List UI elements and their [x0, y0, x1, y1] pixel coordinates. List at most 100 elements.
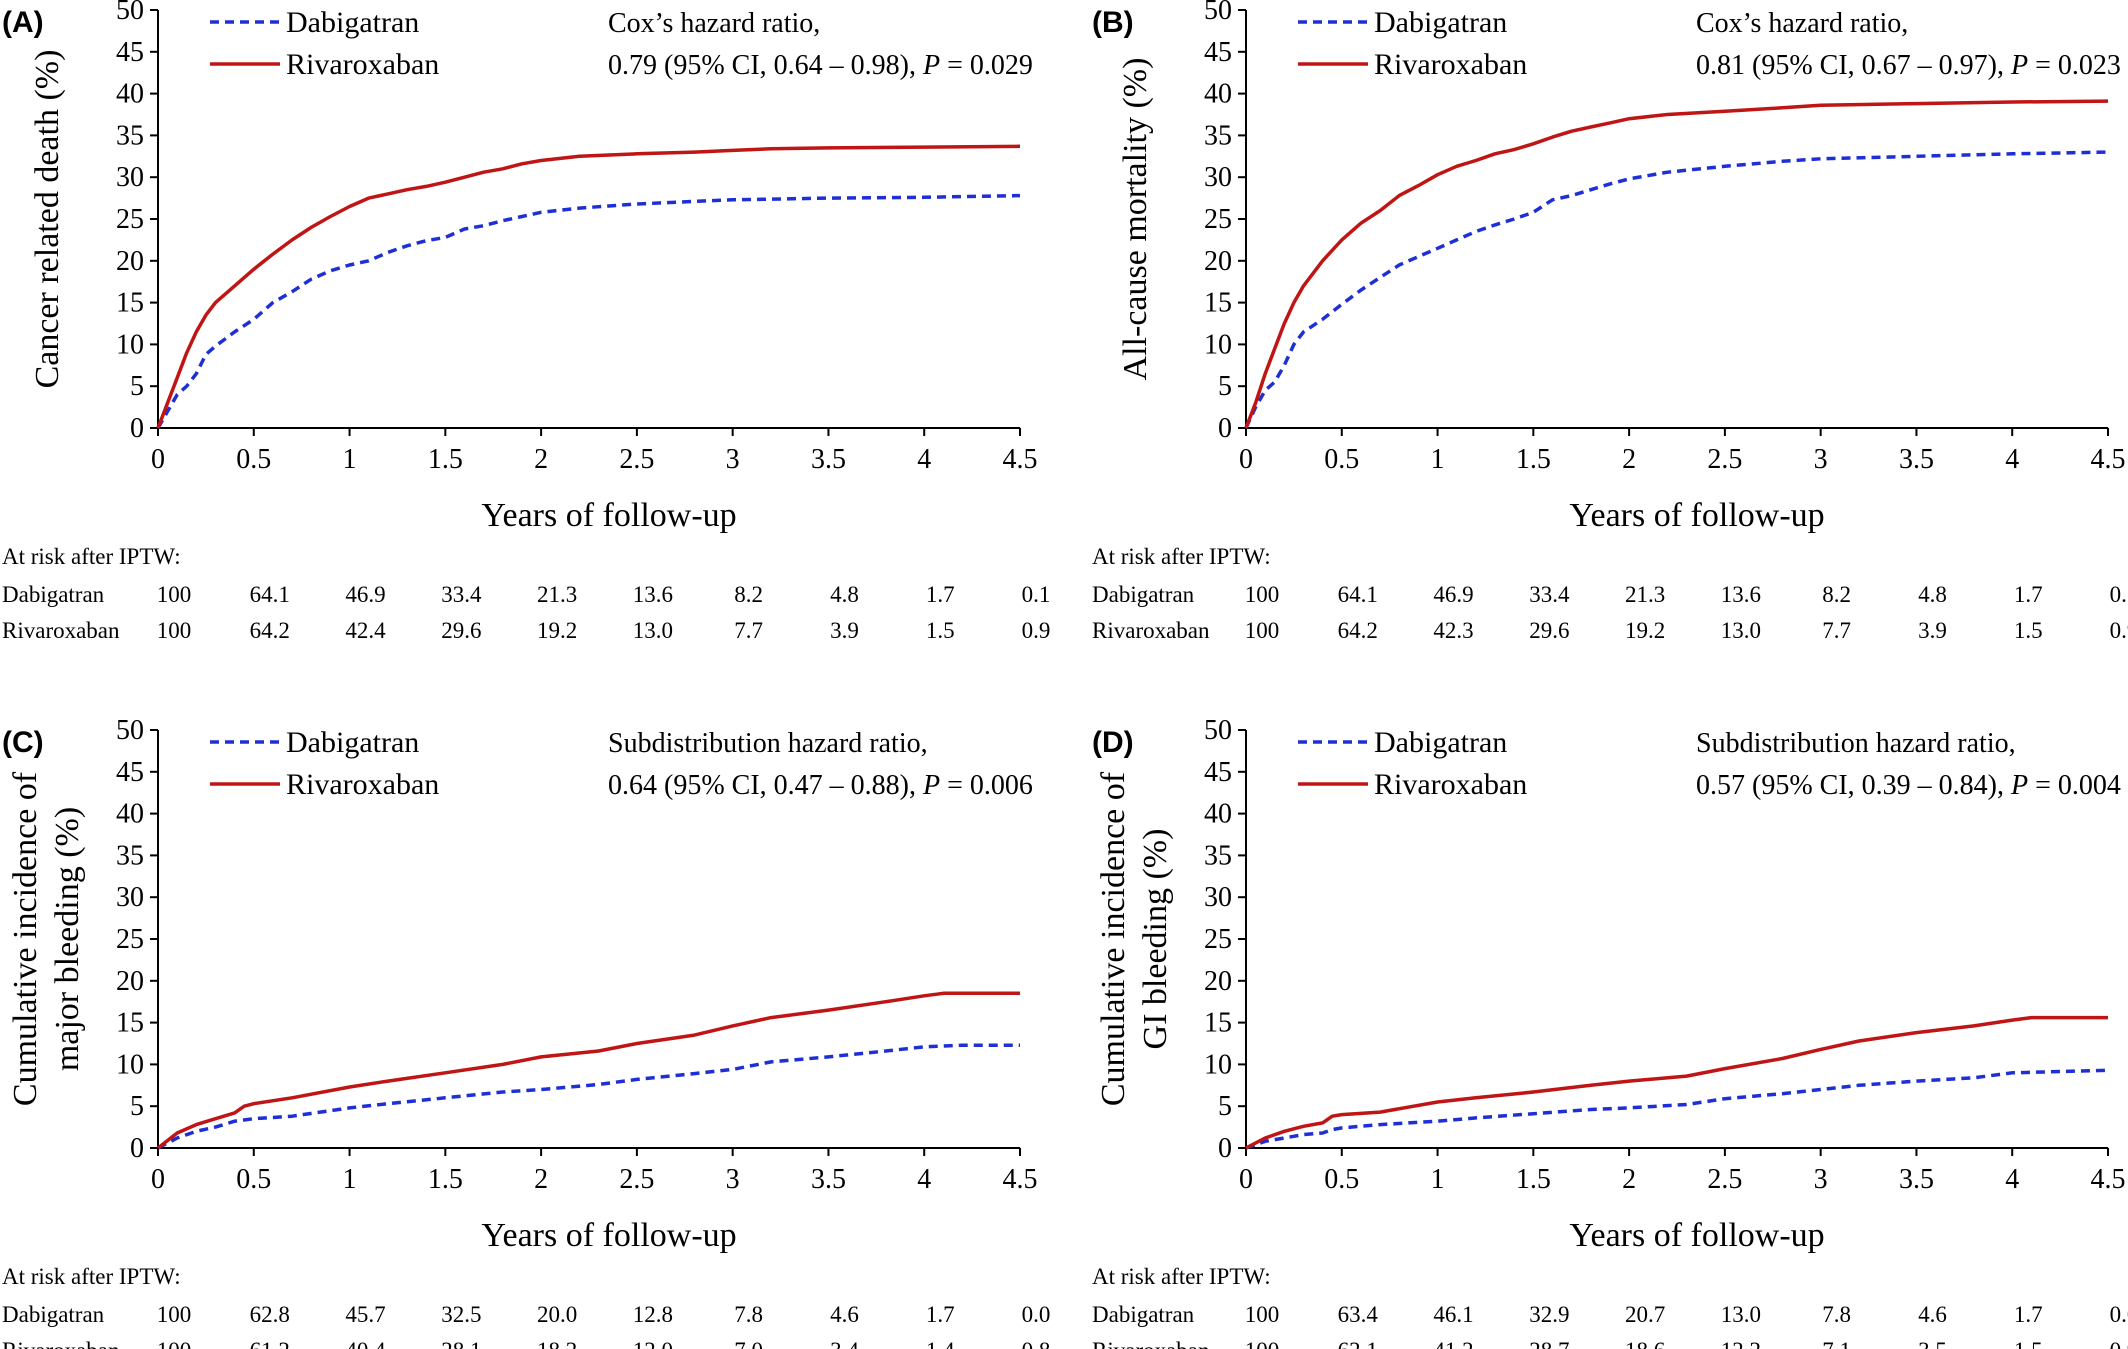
y-tick-label: 45 — [116, 37, 144, 68]
x-tick-label: 2.5 — [619, 444, 654, 475]
at-risk-value: 0.1 — [2110, 582, 2128, 607]
chart-panel-c: (C) 0 5 10 15 20 25 30 35 40 45 50 0 0.5 1 1.5 2 2.5 3 3.5 4… — [2, 715, 1050, 1349]
at-risk-value: 46.1 — [1433, 1302, 1473, 1327]
at-risk-value: 33.4 — [441, 582, 482, 607]
x-tick-label: 1.5 — [1516, 1164, 1551, 1195]
chart-panel-b: (B) 0 5 10 15 20 25 30 35 40 45 50 0 0.5 1 1.5 2 2.5 3 3.5 4… — [1092, 0, 2128, 643]
at-risk-value: 42.3 — [1433, 618, 1473, 643]
panel-letter: (D) — [1092, 726, 1134, 759]
at-risk-value: 32.5 — [441, 1302, 481, 1327]
x-tick-label: 0 — [1239, 1164, 1253, 1195]
y-tick-label: 15 — [116, 288, 144, 319]
legend-label: Rivaroxaban — [286, 48, 439, 81]
at-risk-row-label: Dabigatran — [2, 1302, 105, 1327]
x-tick-label: 3.5 — [1899, 1164, 1934, 1195]
at-risk-value: 13.0 — [633, 618, 673, 643]
x-tick-label: 0 — [1239, 444, 1253, 475]
stat-annotation: 0.79 (95% CI, 0.64 – 0.98), P = 0.029 — [608, 50, 1033, 81]
at-risk-value: 46.9 — [1433, 582, 1473, 607]
y-tick-label: 10 — [1204, 329, 1232, 360]
series-line-rivaroxaban — [1245, 1015, 2108, 1150]
at-risk-value: 0.0 — [2110, 1302, 2128, 1327]
y-tick-label: 5 — [130, 1091, 144, 1122]
at-risk-value: 29.6 — [1529, 618, 1569, 643]
at-risk-value: 100 — [157, 1302, 192, 1327]
y-tick-label: 45 — [1204, 757, 1232, 788]
y-tick-label: 50 — [116, 715, 144, 746]
y-tick-label: 15 — [116, 1008, 144, 1039]
at-risk-value: 13.0 — [1721, 1302, 1761, 1327]
at-risk-value: 64.1 — [250, 582, 290, 607]
y-tick-label: 25 — [1204, 204, 1232, 235]
at-risk-value: 0.9 — [2110, 1338, 2128, 1349]
x-tick-label: 2.5 — [1707, 1164, 1742, 1195]
x-tick-label: 4 — [2005, 444, 2019, 475]
y-tick-label: 50 — [116, 0, 144, 26]
y-tick-label: 50 — [1204, 715, 1232, 746]
at-risk-value: 1.7 — [2014, 582, 2043, 607]
at-risk-value: 100 — [157, 582, 192, 607]
at-risk-value: 61.2 — [250, 1338, 290, 1349]
x-axis-title: Years of follow-up — [1569, 497, 1824, 534]
at-risk-row-label: Rivaroxaban — [2, 1338, 120, 1349]
x-tick-label: 1 — [1431, 444, 1445, 475]
y-axis-title: Cumulative incidence of — [1095, 771, 1132, 1106]
at-risk-title: At risk after IPTW: — [2, 544, 181, 569]
y-tick-label: 35 — [1204, 840, 1232, 871]
at-risk-value: 3.5 — [1918, 1338, 1947, 1349]
x-tick-label: 0.5 — [1324, 1164, 1359, 1195]
at-risk-value: 100 — [1245, 618, 1280, 643]
x-tick-label: 4 — [2005, 1164, 2019, 1195]
at-risk-value: 4.6 — [830, 1302, 859, 1327]
chart-panel-d: (D) 0 5 10 15 20 25 30 35 40 45 50 0 0.5 1 1.5 2 2.5 3 3.5 4… — [1092, 715, 2128, 1349]
at-risk-value: 32.9 — [1529, 1302, 1569, 1327]
y-tick-label: 40 — [116, 799, 144, 830]
y-tick-label: 5 — [130, 371, 144, 402]
y-tick-label: 30 — [1204, 882, 1232, 913]
at-risk-value: 12.2 — [1721, 1338, 1761, 1349]
series-line-dabigatran — [156, 193, 1021, 429]
at-risk-value: 19.2 — [1625, 618, 1665, 643]
at-risk-value: 7.1 — [1822, 1338, 1851, 1349]
at-risk-value: 100 — [157, 618, 192, 643]
y-tick-label: 25 — [1204, 924, 1232, 955]
x-tick-label: 0 — [151, 1164, 165, 1195]
y-axis-title: GI bleeding (%) — [1137, 829, 1174, 1050]
x-tick-label: 1.5 — [428, 444, 463, 475]
at-risk-value: 63.4 — [1338, 1302, 1379, 1327]
stat-annotation: 0.81 (95% CI, 0.67 – 0.97), P = 0.023 — [1696, 50, 2121, 81]
y-tick-label: 0 — [130, 1133, 144, 1164]
y-tick-label: 10 — [1204, 1049, 1232, 1080]
x-tick-label: 1 — [1431, 1164, 1445, 1195]
y-tick-label: 25 — [116, 204, 144, 235]
x-tick-label: 0.5 — [236, 1164, 271, 1195]
at-risk-value: 4.6 — [1918, 1302, 1947, 1327]
at-risk-value: 19.2 — [537, 618, 577, 643]
x-tick-label: 4.5 — [1003, 1164, 1038, 1195]
at-risk-value: 1.7 — [2014, 1302, 2043, 1327]
y-tick-label: 35 — [116, 840, 144, 871]
y-axis-title: All-cause mortality (%) — [1117, 58, 1154, 381]
chart-panel-a: (A) 0 5 10 15 20 25 30 35 40 45 50 0 0.5 1 1.5 2 2.5 3 3.5 4… — [2, 0, 1050, 643]
at-risk-value: 4.8 — [1918, 582, 1947, 607]
y-tick-label: 5 — [1218, 371, 1232, 402]
y-tick-label: 0 — [130, 413, 144, 444]
y-tick-label: 45 — [116, 757, 144, 788]
y-tick-label: 15 — [1204, 1008, 1232, 1039]
at-risk-value: 7.8 — [1822, 1302, 1851, 1327]
at-risk-value: 21.3 — [1625, 582, 1665, 607]
stat-annotation: Cox’s hazard ratio, — [1696, 8, 1908, 39]
x-tick-label: 4.5 — [2091, 1164, 2126, 1195]
at-risk-value: 1.7 — [926, 582, 955, 607]
x-tick-label: 0.5 — [236, 444, 271, 475]
x-tick-label: 2 — [534, 1164, 548, 1195]
at-risk-value: 3.9 — [1918, 618, 1947, 643]
at-risk-value: 1.4 — [926, 1338, 955, 1349]
x-tick-label: 3 — [1814, 444, 1828, 475]
x-axis-title: Years of follow-up — [481, 497, 736, 534]
legend-label: Dabigatran — [1374, 6, 1507, 39]
at-risk-value: 33.4 — [1529, 582, 1570, 607]
at-risk-value: 20.0 — [537, 1302, 577, 1327]
y-tick-label: 0 — [1218, 413, 1232, 444]
at-risk-row-label: Dabigatran — [2, 582, 105, 607]
